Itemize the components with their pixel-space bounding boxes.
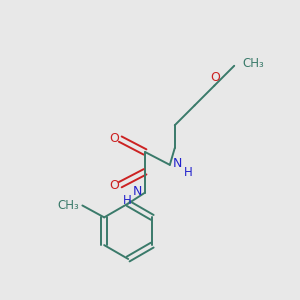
Text: H: H	[184, 166, 192, 179]
Text: O: O	[110, 132, 119, 145]
Text: N: N	[133, 185, 142, 198]
Text: CH₃: CH₃	[242, 57, 264, 70]
Text: O: O	[211, 70, 220, 84]
Text: CH₃: CH₃	[58, 199, 80, 212]
Text: N: N	[173, 158, 182, 170]
Text: O: O	[110, 179, 119, 192]
Text: H: H	[122, 194, 131, 207]
